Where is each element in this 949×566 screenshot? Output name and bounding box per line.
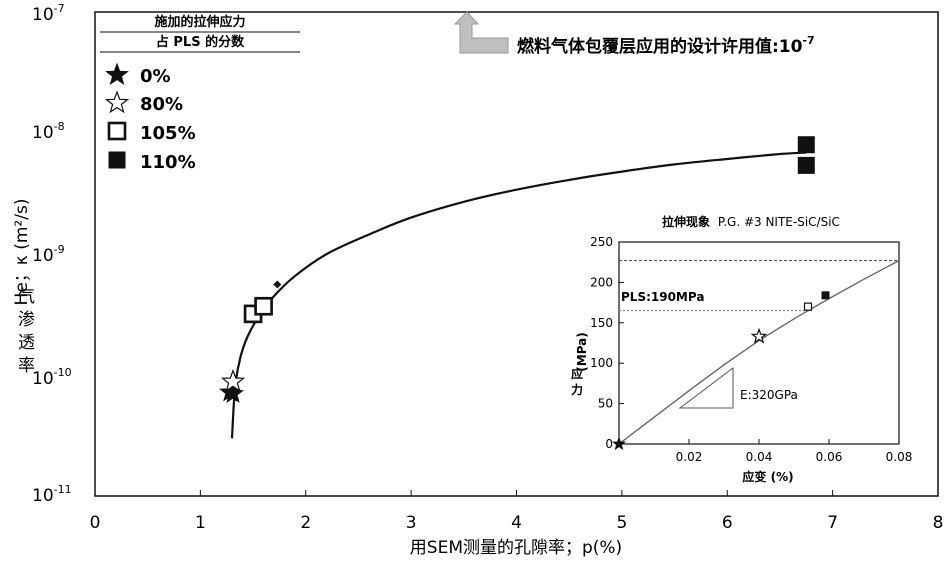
inset-x-axis-label: 应变 (%)	[742, 469, 793, 484]
inset-point-filled-square	[821, 291, 830, 300]
legend-label-110: 110%	[140, 152, 196, 173]
modulus-triangle	[678, 366, 734, 409]
main-x-ticks: 0 1 2 3 4 5 6 7 8	[90, 490, 944, 533]
legend-marker-open-star	[104, 90, 130, 114]
x-tick-label: 3	[406, 513, 417, 533]
up-arrow-icon	[453, 11, 509, 54]
design-limit-annotation: 燃料气体包覆层应用的设计许用值:10-7	[453, 11, 815, 57]
inset-x-tick-label: 0.06	[816, 450, 843, 464]
y-tick-label: 10-9	[32, 243, 65, 266]
inset-x-tick-label: 0.04	[746, 450, 773, 464]
inset-stress-strain-curve	[618, 259, 900, 445]
inset-chart: 拉伸现象 P.G. #3 NITE-SiC/SiC 0 50 100 150 200 25…	[571, 214, 912, 484]
y-tick-label: 10-7	[32, 2, 65, 25]
pls-label: PLS:190MPa	[621, 290, 704, 304]
inset-y-tick-label: 250	[590, 235, 613, 249]
x-tick-label: 5	[616, 513, 627, 533]
legend-marker-filled-square	[108, 151, 126, 169]
inset-data-markers	[611, 291, 830, 451]
legend-entries	[104, 62, 130, 169]
x-tick-label: 0	[90, 513, 101, 533]
inset-point-open-square	[803, 302, 813, 311]
x-tick-label: 4	[511, 513, 522, 533]
legend-header-line1: 施加的拉伸应力	[154, 14, 245, 30]
inset-point-filled-star	[611, 436, 627, 451]
legend-label-105: 105%	[140, 123, 196, 144]
inset-y-tick-label: 0	[605, 437, 613, 451]
data-point-open-square	[254, 296, 273, 316]
inset-title: 拉伸现象 P.G. #3 NITE-SiC/SiC	[662, 214, 840, 229]
inset-x-tick-label: 0.02	[676, 450, 703, 464]
data-point-filled-square	[797, 136, 815, 154]
inset-plot-frame	[618, 241, 900, 445]
x-tick-label: 8	[933, 513, 944, 533]
inset-x-ticks: 0.02 0.04 0.06 0.08	[676, 439, 913, 464]
legend-label-0: 0%	[140, 66, 171, 87]
main-x-axis-label: 用SEM测量的孔隙率；p(%)	[410, 538, 622, 558]
trend-curve	[230, 151, 807, 439]
legend-header-line2: 占 PLS 的分数	[156, 34, 245, 50]
inset-y-tick-label: 100	[590, 356, 613, 370]
modulus-label: E:320GPa	[740, 388, 798, 402]
inset-point-open-star	[750, 327, 768, 344]
y-tick-label: 10-10	[32, 366, 72, 389]
legend: 施加的拉伸应力 占 PLS 的分数 0% 80% 105% 110%	[100, 14, 300, 173]
data-point-open-star	[220, 368, 246, 392]
y-axis-label-line1: He；κ (m²/s)	[12, 199, 32, 306]
inset-y-tick-label: 150	[590, 316, 613, 330]
design-limit-text: 燃料气体包覆层应用的设计许用值:10-7	[517, 34, 815, 57]
y-axis-label-char: 透	[18, 333, 35, 353]
inset-y-ticks: 0 50 100 150 200 250	[590, 235, 624, 451]
legend-marker-filled-star	[105, 62, 129, 86]
data-point-small-diamond	[273, 280, 282, 289]
inset-y-axis-char: 应	[571, 366, 583, 381]
x-tick-label: 1	[195, 513, 206, 533]
main-data-markers	[219, 136, 815, 403]
y-axis-label-char: 率	[18, 356, 35, 376]
inset-y-tick-label: 200	[590, 275, 613, 289]
x-tick-label: 7	[827, 513, 838, 533]
legend-label-80: 80%	[140, 94, 183, 115]
y-axis-label-char: 气	[18, 287, 35, 307]
legend-marker-open-square	[107, 121, 127, 141]
inset-y-axis-char: 力	[571, 382, 583, 397]
main-y-tick-labels: 10-7 10-8 10-9 10-10 10-11	[32, 2, 72, 506]
y-axis-label-char: 渗	[18, 310, 35, 330]
x-tick-label: 6	[722, 513, 733, 533]
data-point-filled-square	[797, 156, 815, 174]
x-tick-label: 2	[300, 513, 311, 533]
data-point-small-diamond	[227, 389, 236, 398]
y-tick-label: 10-8	[32, 120, 65, 143]
inset-y-axis-unit: (MPa)	[575, 332, 589, 371]
inset-x-tick-label: 0.08	[886, 450, 913, 464]
inset-y-tick-label: 50	[598, 397, 613, 411]
y-tick-label: 10-11	[32, 483, 72, 506]
main-y-axis-label: He；κ (m²/s) 气 渗 透 率	[12, 199, 35, 376]
